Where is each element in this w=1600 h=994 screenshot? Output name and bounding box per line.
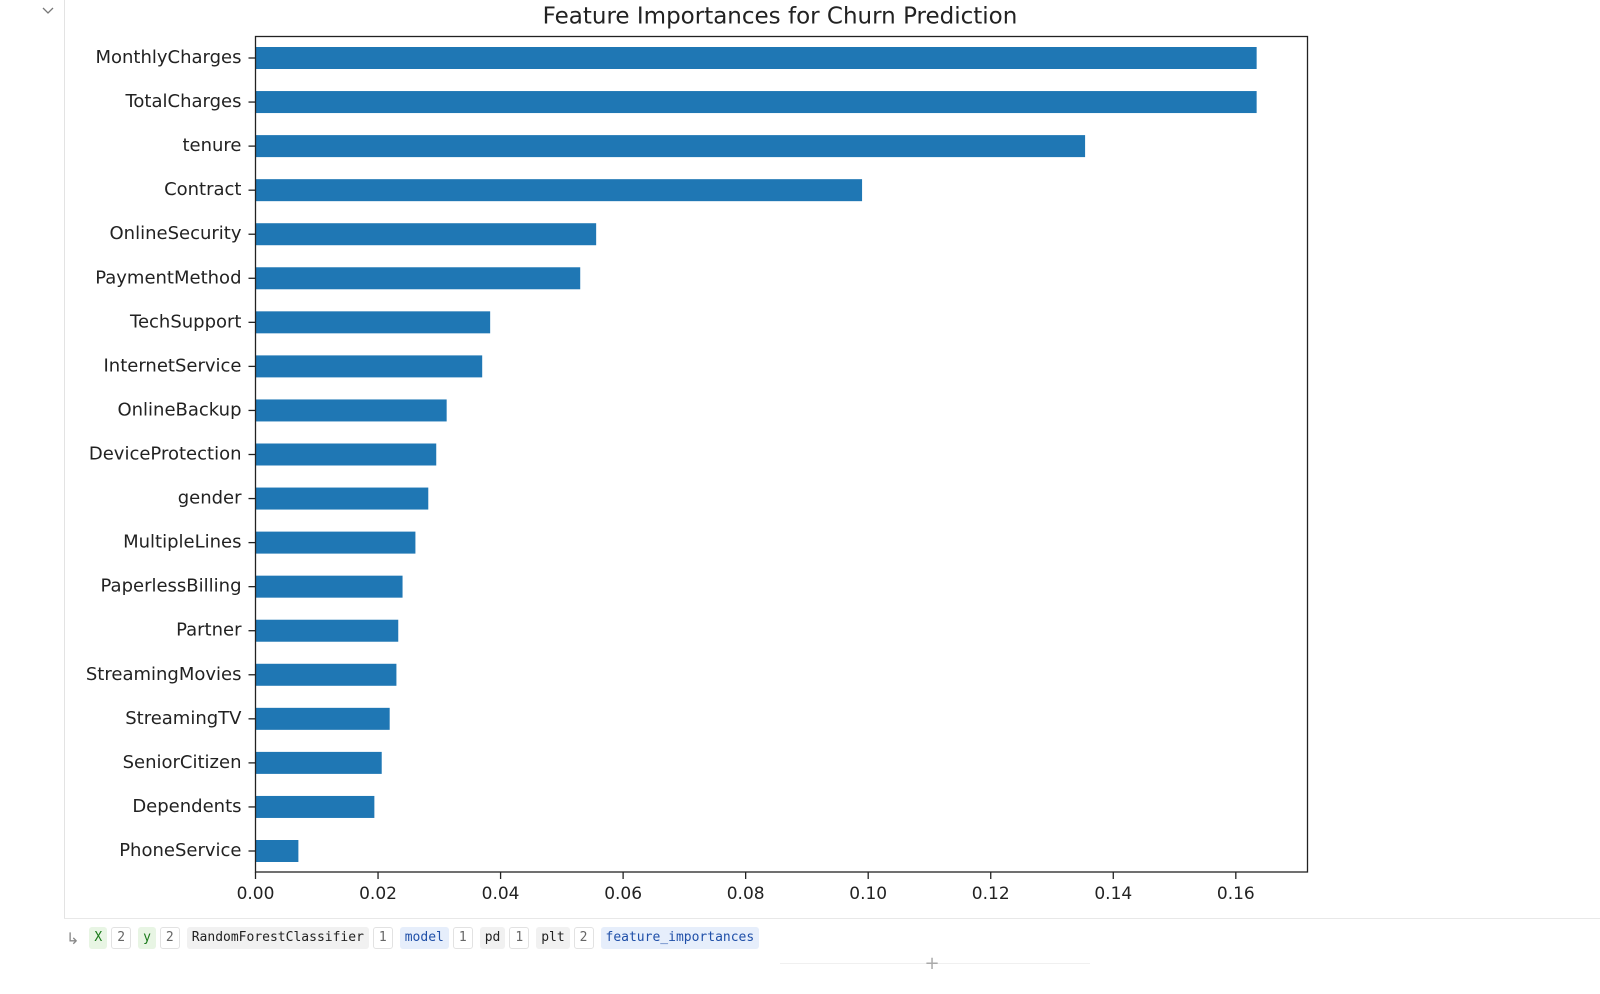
bar [255,311,491,334]
variable-count: 2 [159,927,180,949]
y-tick-label: OnlineSecurity [110,223,242,244]
variable-count: 1 [509,927,530,949]
bar [255,795,375,818]
bar [255,223,597,246]
y-tick-label: PaymentMethod [95,267,241,288]
bar [255,751,382,774]
bar [255,179,863,202]
bar [255,487,429,510]
variable-chip[interactable]: plt [536,927,570,949]
y-tick-label: Dependents [132,796,241,817]
x-tick-label: 0.10 [849,884,887,904]
bar [255,399,447,422]
x-tick-label: 0.12 [972,884,1010,904]
bar [255,135,1086,158]
x-tick-label: 0.00 [237,884,275,904]
y-tick-label: StreamingTV [125,708,242,729]
y-tick-label: PaperlessBilling [101,576,242,597]
variable-count: 1 [372,927,393,949]
add-cell-button[interactable]: + [924,953,939,974]
variable-chip[interactable]: X [89,927,108,949]
bar [255,575,403,598]
plot-frame [254,35,1309,873]
x-tick-label: 0.16 [1217,884,1255,904]
bar [255,707,390,730]
bar [255,47,1257,69]
variable-chip[interactable]: RandomForestClassifier [186,927,369,949]
y-tick-label: StreamingMovies [86,664,242,685]
bar [255,531,416,554]
variable-count: 2 [573,927,594,949]
y-tick-label: OnlineBackup [117,399,241,420]
variable-count: 1 [452,927,473,949]
y-tick-label: TechSupport [129,311,241,332]
bar [255,443,437,466]
output-arrow: ↳ [66,928,80,948]
bar [255,840,299,862]
y-tick-label: DeviceProtection [89,444,242,465]
variable-count: 2 [111,927,132,949]
y-tick-label: TotalCharges [124,91,241,112]
variable-chip[interactable]: y [138,927,156,949]
variable-chip[interactable]: feature_importances [600,927,760,949]
y-tick-label: MultipleLines [123,532,241,553]
variable-chip[interactable]: pd [479,927,506,949]
y-tick-label: Contract [164,179,241,200]
variable-chip[interactable]: model [399,927,449,949]
y-tick-label: Partner [176,620,242,641]
collapse-toggle[interactable] [42,7,54,14]
x-tick-label: 0.08 [727,884,765,904]
y-tick-label: InternetService [104,355,242,376]
chart-title: Feature Importances for Churn Prediction [543,4,1018,30]
y-tick-label: gender [178,488,242,509]
x-tick-label: 0.02 [359,884,397,904]
bar [255,663,397,686]
bar [255,267,581,290]
bar [255,619,399,642]
y-tick-label: PhoneService [119,840,241,861]
y-tick-label: SeniorCitizen [123,752,242,773]
bar [255,91,1257,114]
x-tick-label: 0.06 [604,884,642,904]
bar [255,355,483,378]
y-tick-label: MonthlyCharges [95,47,241,68]
x-tick-label: 0.04 [482,884,520,904]
x-tick-label: 0.14 [1094,884,1132,904]
y-tick-label: tenure [182,135,241,156]
